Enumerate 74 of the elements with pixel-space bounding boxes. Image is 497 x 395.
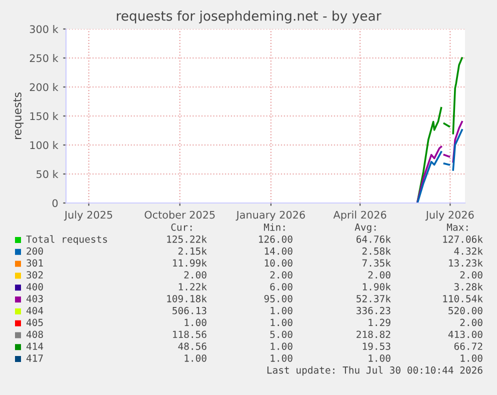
text: 3.28k	[454, 282, 483, 290]
text: 218.82	[356, 330, 390, 338]
text: 520.00	[448, 306, 482, 314]
text: 52.37k	[356, 294, 391, 302]
text: 4.32k	[454, 247, 483, 255]
text: 1.00	[270, 306, 292, 314]
text: 2.00	[460, 271, 482, 279]
x-tick-label: July 2026	[425, 210, 474, 221]
y-tick-label: 100 k	[30, 141, 58, 150]
text: 1.00	[184, 354, 206, 362]
text: 10.00	[264, 259, 292, 267]
text: Total requests	[26, 235, 107, 245]
text: 19.53	[362, 342, 390, 350]
text: 200	[26, 247, 43, 255]
text: 404	[26, 306, 44, 314]
text: 109.18k	[167, 294, 207, 302]
text: Min:	[264, 223, 285, 231]
text: 302	[26, 271, 43, 279]
text: Cur:	[171, 223, 192, 231]
text: 14.00	[264, 247, 292, 255]
y-tick-label: 150 k	[30, 112, 58, 120]
y-tick-label: 200 k	[30, 83, 58, 92]
text: 1.00	[184, 318, 206, 326]
text: 11.99k	[173, 259, 207, 267]
text: 1.29	[368, 318, 390, 326]
x-tick-label: January 2026	[236, 210, 305, 221]
text: 13.23k	[449, 259, 483, 267]
text: 110.54k	[443, 294, 483, 302]
text: 126.00	[259, 235, 292, 243]
text: 127.06k	[443, 235, 483, 243]
text: Max:	[446, 224, 468, 231]
x-tick-label: April 2026	[333, 210, 386, 221]
text: 414	[26, 342, 44, 350]
text: 7.35k	[362, 259, 391, 267]
text: 1.90k	[362, 282, 391, 290]
text: 6.00	[270, 283, 292, 290]
text: 1.22k	[178, 282, 207, 290]
text: 1.00	[270, 354, 292, 362]
text: 1.00	[460, 354, 482, 362]
y-tick-label: 300 k	[30, 25, 58, 34]
text: Avg:	[354, 224, 376, 233]
y-tick-label: 50 k	[36, 170, 58, 178]
text: 301	[26, 259, 43, 267]
text: 5.00	[270, 330, 292, 338]
text: 408	[26, 330, 43, 338]
text: 2.00	[460, 318, 482, 326]
text: 413.00	[448, 330, 482, 338]
text: 417	[26, 354, 43, 362]
text: 2.00	[368, 271, 390, 279]
text: 48.56	[178, 342, 206, 350]
y-axis-title: requests	[13, 92, 24, 139]
x-tick-label: July 2025	[64, 210, 112, 221]
chart-title: requests for josephdeming.net - by year	[116, 10, 382, 24]
text: 95.00	[264, 294, 292, 302]
text: 403	[26, 294, 43, 302]
text: 2.15k	[178, 247, 207, 255]
text: 64.76k	[356, 235, 391, 243]
text: 336.23	[356, 306, 390, 314]
text: 506.13	[172, 306, 206, 314]
y-tick-label: 250 k	[30, 54, 58, 62]
x-tick-label: October 2025	[144, 210, 215, 219]
text: 2.00	[184, 271, 206, 279]
y-tick-label: 0	[52, 199, 58, 208]
text: 400	[26, 283, 43, 290]
text: Last update: Thu Jul 30 00:10:44 2026	[267, 366, 482, 376]
text: 2.58k	[362, 247, 391, 255]
text: 405	[26, 318, 43, 326]
text: 125.22k	[167, 235, 207, 243]
text: 2.00	[270, 271, 292, 279]
text: 118.56	[173, 330, 206, 338]
text: 66.72	[454, 342, 482, 350]
text: 1.00	[270, 342, 292, 350]
text: 1.00	[368, 354, 390, 362]
text: 1.00	[270, 318, 292, 326]
